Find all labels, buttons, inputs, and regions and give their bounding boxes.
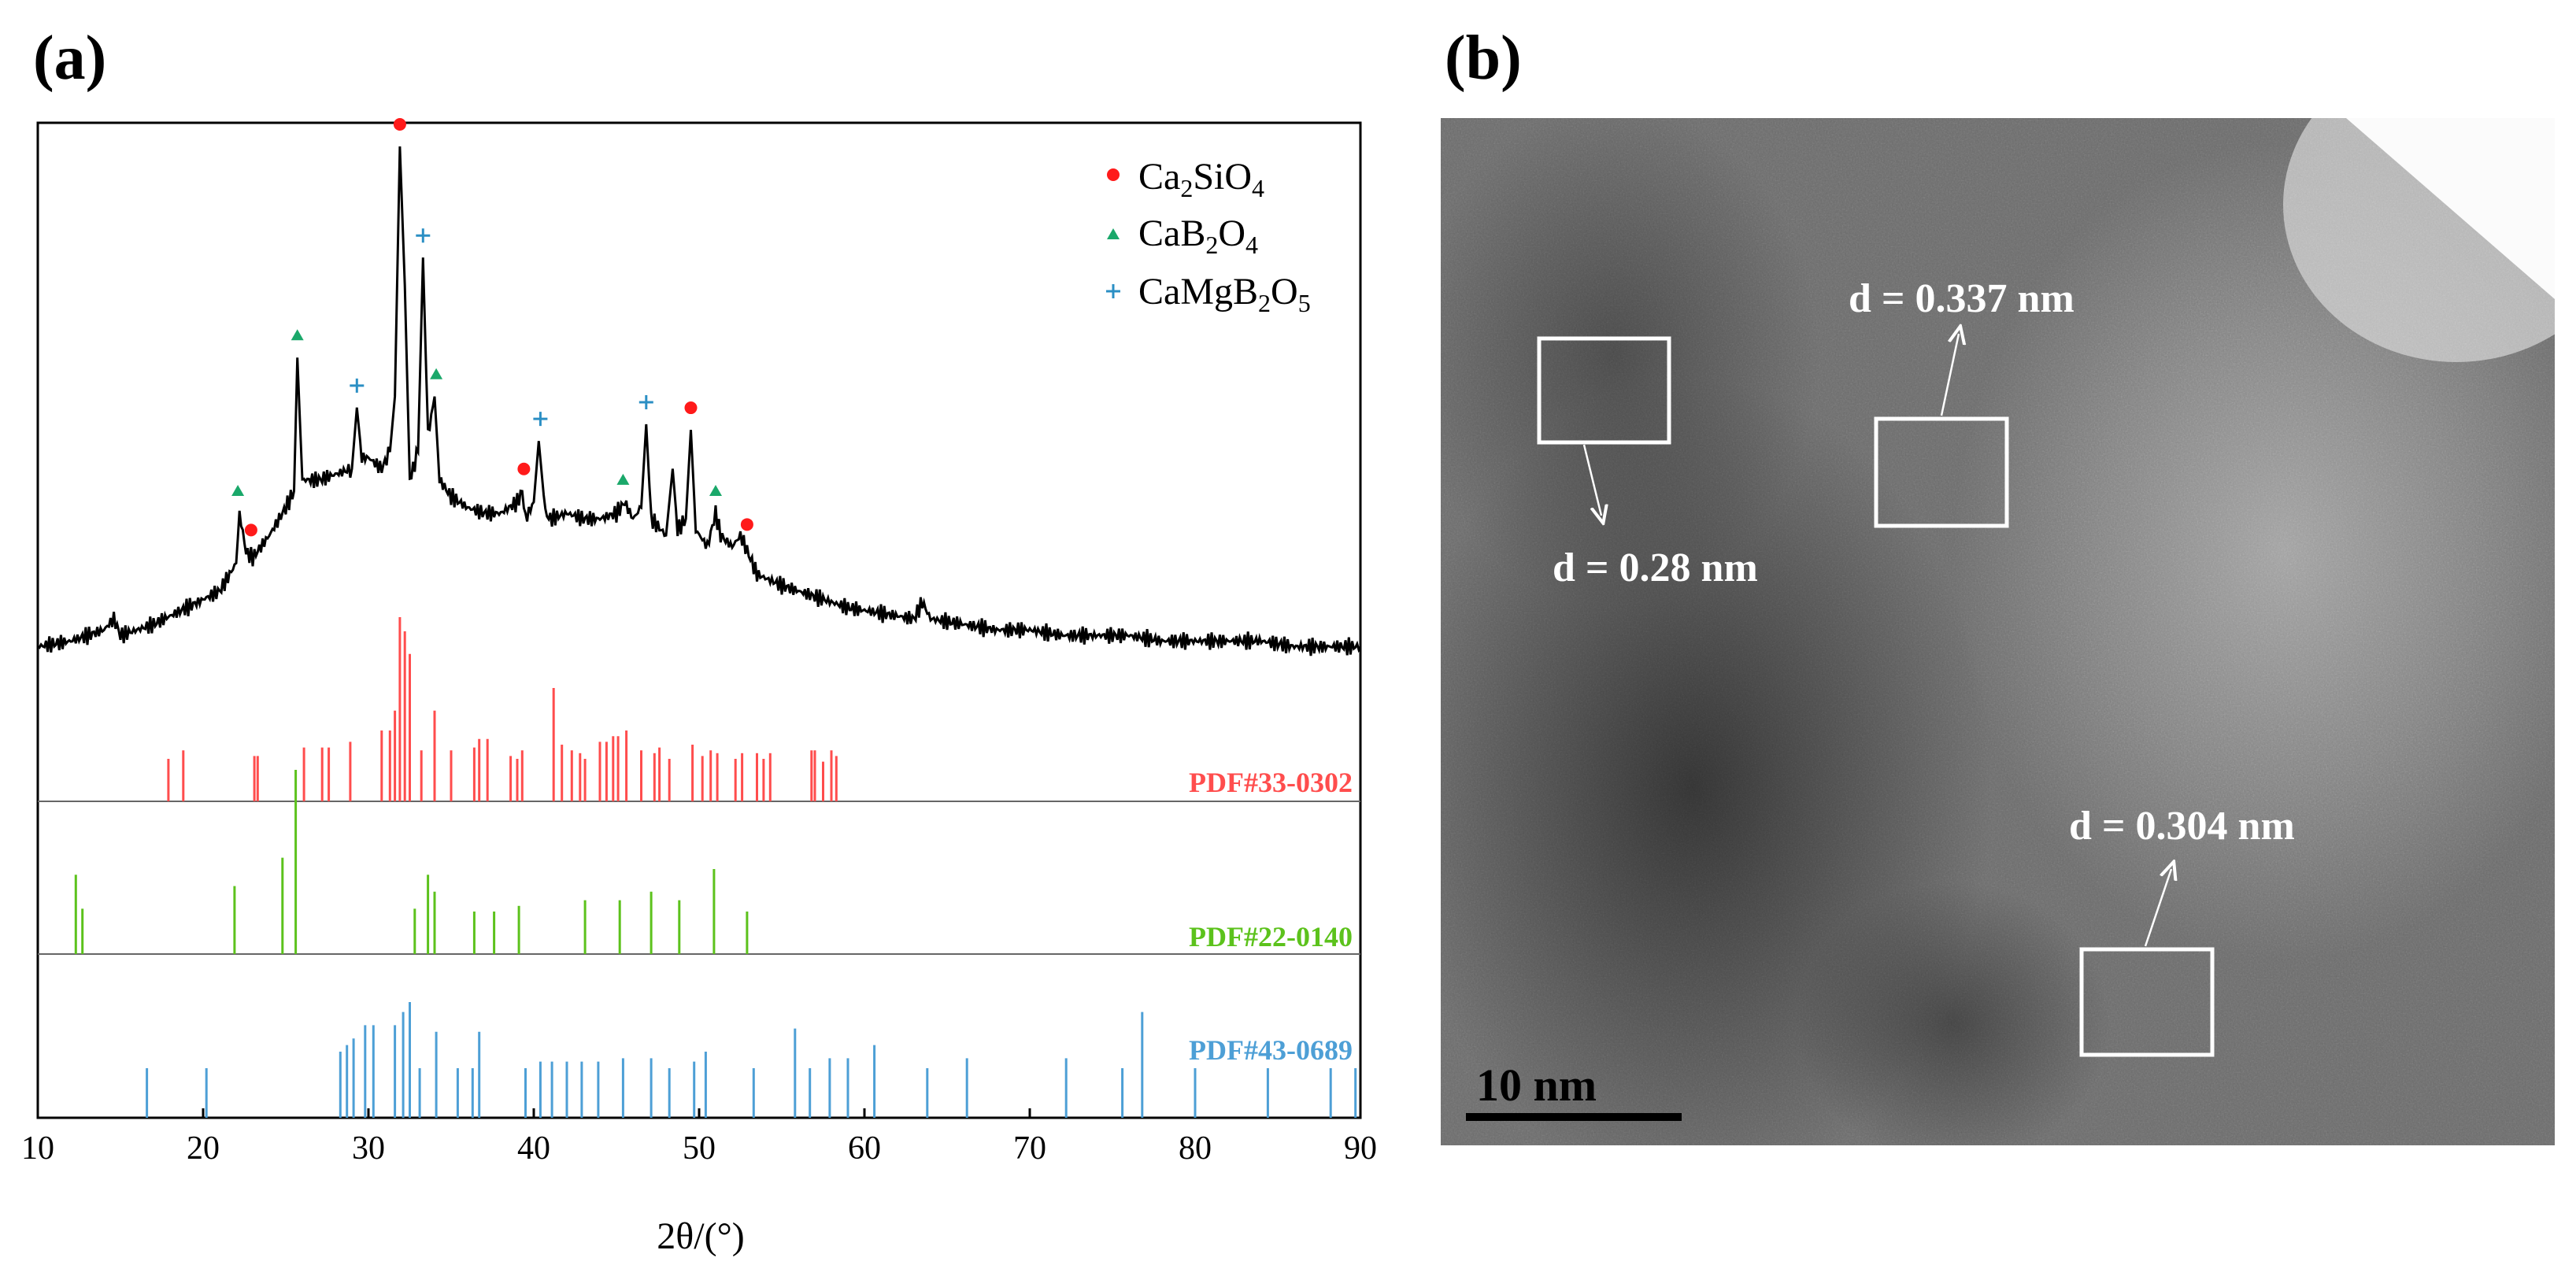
scale-bar [1466,1113,1682,1121]
scale-bar-label: 10 nm [1476,1060,1597,1111]
phase-marker-cab2o4 [291,329,304,341]
d-label-0337: d = 0.337 nm [1849,276,2074,321]
phase-marker-cab2o4 [231,484,245,496]
pdf-label-33-0302: PDF#33-0302 [1189,767,1353,798]
x-tick-label: 50 [683,1130,716,1167]
lattice-arrow-3 [2144,869,2171,947]
d-label-028: d = 0.28 nm [1553,546,1758,590]
x-tick-label: 20 [187,1130,220,1167]
x-tick-label: 40 [517,1130,550,1167]
x-tick-label: 30 [352,1130,385,1167]
xrd-pattern-line [37,146,1362,656]
phase-marker-ca2sio4 [244,523,257,537]
panel-b-letter: (b) [1445,24,1522,93]
pdf-label-22-0140: PDF#22-0140 [1189,921,1353,952]
x-tick-label: 80 [1179,1130,1212,1167]
phase-marker-cab2o4 [616,473,630,485]
phase-marker-ca2sio4 [684,401,698,415]
legend: Ca2SiO4 CaB2O4 CaMgB2O5 [1106,156,1311,317]
reference-sticks [74,617,1357,1118]
x-tick-label: 10 [21,1130,54,1167]
legend-plus-marker [1106,284,1120,298]
legend-circle-marker [1107,168,1120,181]
panel-a-letter: (a) [33,24,106,93]
phase-marker-ca2sio4 [740,518,753,531]
lattice-arrow-1 [1582,444,1601,516]
phase-marker-cab2o4 [709,484,722,496]
phase-marker-camgb2o5 [638,395,653,409]
legend-ca2sio4: Ca2SiO4 [1138,156,1264,202]
pdf-label-43-0689: PDF#43-0689 [1189,1034,1353,1066]
x-axis-ticks: 10 20 30 40 50 60 70 80 90 [21,1108,1377,1167]
phase-marker-ca2sio4 [517,462,531,475]
lattice-box-2 [1874,416,2009,528]
tem-image [1441,118,2555,1145]
x-tick-label: 60 [848,1130,881,1167]
legend-cab2o4: CaB2O4 [1138,213,1258,259]
lattice-box-1 [1537,336,1671,445]
phase-markers [231,118,753,537]
x-tick-label: 70 [1013,1130,1046,1167]
phase-marker-camgb2o5 [533,412,548,427]
legend-camgb2o5: CaMgB2O5 [1138,271,1311,317]
lattice-box-3 [2079,947,2215,1057]
legend-triangle-marker [1107,228,1120,239]
phase-marker-cab2o4 [430,368,443,379]
x-tick-label: 90 [1344,1130,1377,1167]
lattice-arrow-2 [1940,334,1959,416]
phase-marker-ca2sio4 [393,118,406,131]
x-axis-title: 2θ/(°) [657,1215,745,1257]
phase-marker-camgb2o5 [350,378,365,393]
phase-marker-camgb2o5 [416,228,431,243]
xrd-plot: 10 20 30 40 50 60 70 80 90 [21,118,1377,1167]
d-label-0304: d = 0.304 nm [2069,804,2295,849]
